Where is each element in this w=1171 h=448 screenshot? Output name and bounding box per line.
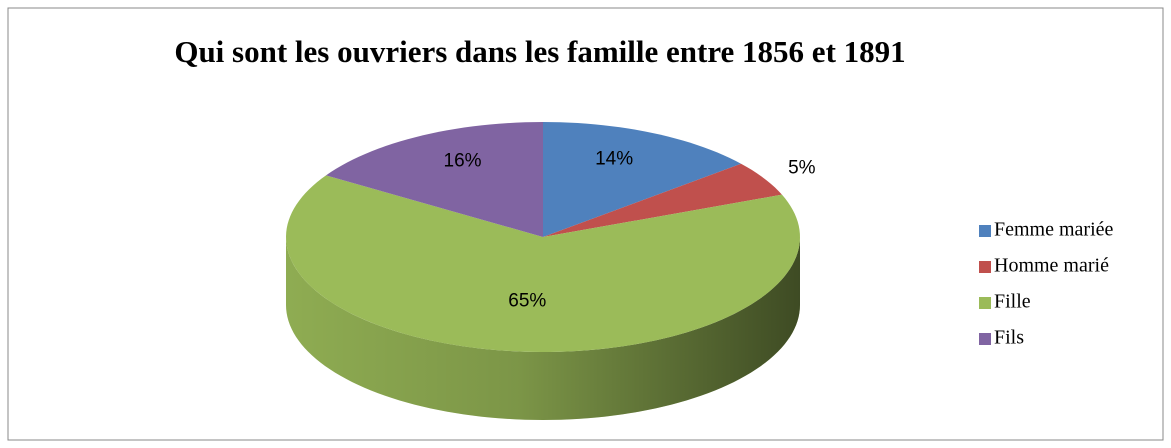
pie-slice — [543, 122, 742, 237]
side-shading — [286, 237, 800, 420]
chart-title: Qui sont les ouvriers dans les famille e… — [174, 34, 905, 69]
legend-swatch — [979, 297, 991, 309]
data-label: 16% — [444, 151, 482, 172]
legend-label: Fille — [994, 291, 1031, 313]
data-label: 65% — [508, 290, 546, 311]
legend-label: Homme marié — [994, 255, 1109, 277]
legend-label: Fils — [994, 327, 1024, 349]
pie-slice — [543, 163, 782, 237]
data-label: 5% — [788, 158, 816, 179]
legend-swatch — [979, 225, 991, 237]
legend-swatch — [979, 333, 991, 345]
data-label: 14% — [595, 148, 633, 169]
pie-slice — [326, 122, 543, 237]
legend-label: Femme mariée — [994, 219, 1114, 241]
pie-slice — [286, 175, 800, 352]
legend-swatch — [979, 261, 991, 273]
